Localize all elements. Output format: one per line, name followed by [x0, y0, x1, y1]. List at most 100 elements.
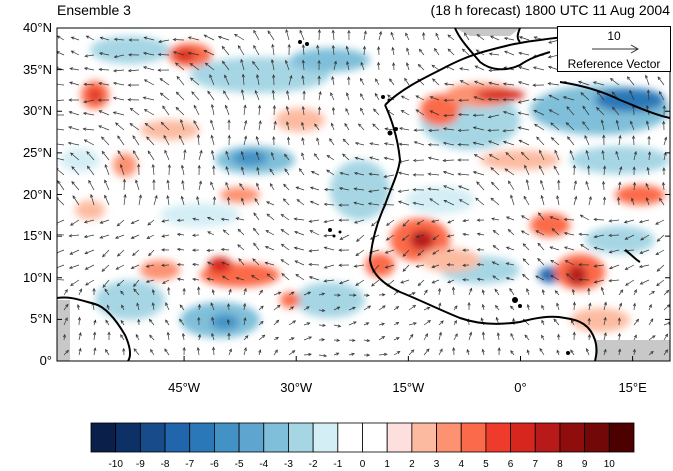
wind-vector: [152, 179, 156, 191]
wind-vector: [432, 249, 440, 255]
wind-vector: [83, 139, 95, 146]
wind-vector: [435, 32, 440, 41]
wind-vector: [502, 129, 515, 133]
wind-vector: [145, 279, 155, 283]
wind-vector: [70, 279, 80, 286]
wind-vector: [588, 196, 592, 206]
wind-vector: [339, 234, 350, 240]
wind-vector: [148, 249, 155, 257]
wind-vector: [648, 350, 654, 356]
wind-vector: [57, 279, 65, 281]
wind-vector: [540, 179, 545, 191]
wind-vector: [206, 261, 215, 266]
wind-vector: [462, 278, 470, 282]
wind-vector: [243, 135, 248, 146]
wind-vector: [226, 319, 231, 326]
wind-vector: [518, 36, 530, 41]
wind-vector: [135, 333, 140, 341]
wind-vector: [331, 75, 335, 86]
wind-vector: [603, 348, 607, 356]
wind-vector: [416, 219, 425, 225]
wind-vector: [522, 243, 530, 251]
wind-vector: [269, 168, 275, 176]
wind-vector: [369, 156, 380, 161]
wind-vector: [301, 44, 305, 56]
wind-vector: [250, 275, 260, 281]
wind-vector: [198, 180, 202, 191]
wind-vector: [476, 248, 485, 252]
wind-vector: [93, 319, 97, 326]
wind-vector: [491, 261, 500, 266]
wind-vector: [603, 332, 607, 341]
colorbar-label: 5: [483, 459, 489, 470]
wind-vector: [286, 90, 290, 101]
wind-vector: [164, 149, 170, 161]
wind-vector: [374, 92, 380, 101]
wind-vector: [150, 348, 155, 356]
wind-vector: [116, 219, 125, 227]
wind-vector: [492, 229, 500, 236]
wind-vector: [428, 128, 440, 133]
wind-vector: [120, 290, 125, 296]
wind-vector: [209, 74, 215, 86]
wind-vector: [538, 212, 545, 221]
wind-vector: [295, 186, 305, 191]
wind-vector: [596, 107, 605, 116]
wind-vector: [69, 81, 80, 86]
wind-vector: [83, 99, 95, 104]
wind-vector: [253, 212, 260, 221]
wind-vector: [283, 183, 290, 191]
wind-vector: [494, 288, 500, 296]
wind-vector: [271, 89, 275, 101]
wind-vector: [520, 151, 530, 161]
wind-vector: [191, 248, 200, 252]
wind-vector: [429, 96, 440, 101]
wind-vector: [83, 234, 95, 239]
wind-vector: [308, 249, 320, 253]
wind-vector: [148, 318, 155, 326]
colorbar-label: -1: [333, 459, 343, 470]
wind-vector: [323, 234, 335, 238]
wind-vector: [408, 292, 416, 296]
wind-vector: [129, 107, 140, 116]
wind-vector: [280, 243, 290, 251]
wind-vector: [97, 98, 110, 102]
wind-vector: [347, 76, 351, 86]
wind-vector: [78, 347, 82, 356]
wind-vector: [267, 30, 275, 41]
wind-vector: [57, 51, 65, 56]
wind-vector: [452, 346, 456, 356]
wind-vector: [266, 201, 275, 206]
wind-vector: [446, 263, 455, 267]
wind-vector: [273, 349, 278, 356]
wind-vector: [378, 352, 388, 357]
wind-vector: [549, 216, 560, 221]
wind-vector: [532, 66, 545, 71]
wind-vector: [258, 120, 262, 131]
wind-vector: [587, 333, 591, 341]
wind-vector: [524, 164, 530, 176]
wind-vector: [326, 154, 335, 161]
wind-vector: [222, 229, 230, 236]
wind-vector: [457, 158, 470, 162]
wind-vector: [611, 106, 620, 116]
wind-vector: [402, 249, 410, 257]
wind-vector: [77, 316, 81, 326]
wind-vector: [293, 246, 305, 251]
wind-vector: [618, 289, 624, 296]
wind-vector: [378, 322, 386, 326]
colorbar-label: 10: [603, 459, 615, 470]
wind-vector: [507, 228, 515, 236]
wind-vector: [309, 230, 320, 236]
wind-vector: [632, 181, 637, 191]
wind-vector: [526, 303, 530, 311]
wind-vector: [101, 150, 110, 161]
wind-vector: [538, 165, 545, 176]
wind-vector: [323, 279, 335, 283]
wind-vector: [413, 141, 425, 146]
wind-vector: [303, 306, 310, 311]
wind-vector: [83, 219, 95, 224]
wind-vector: [658, 90, 665, 101]
wind-vector: [447, 34, 455, 41]
wind-vector: [166, 179, 170, 191]
